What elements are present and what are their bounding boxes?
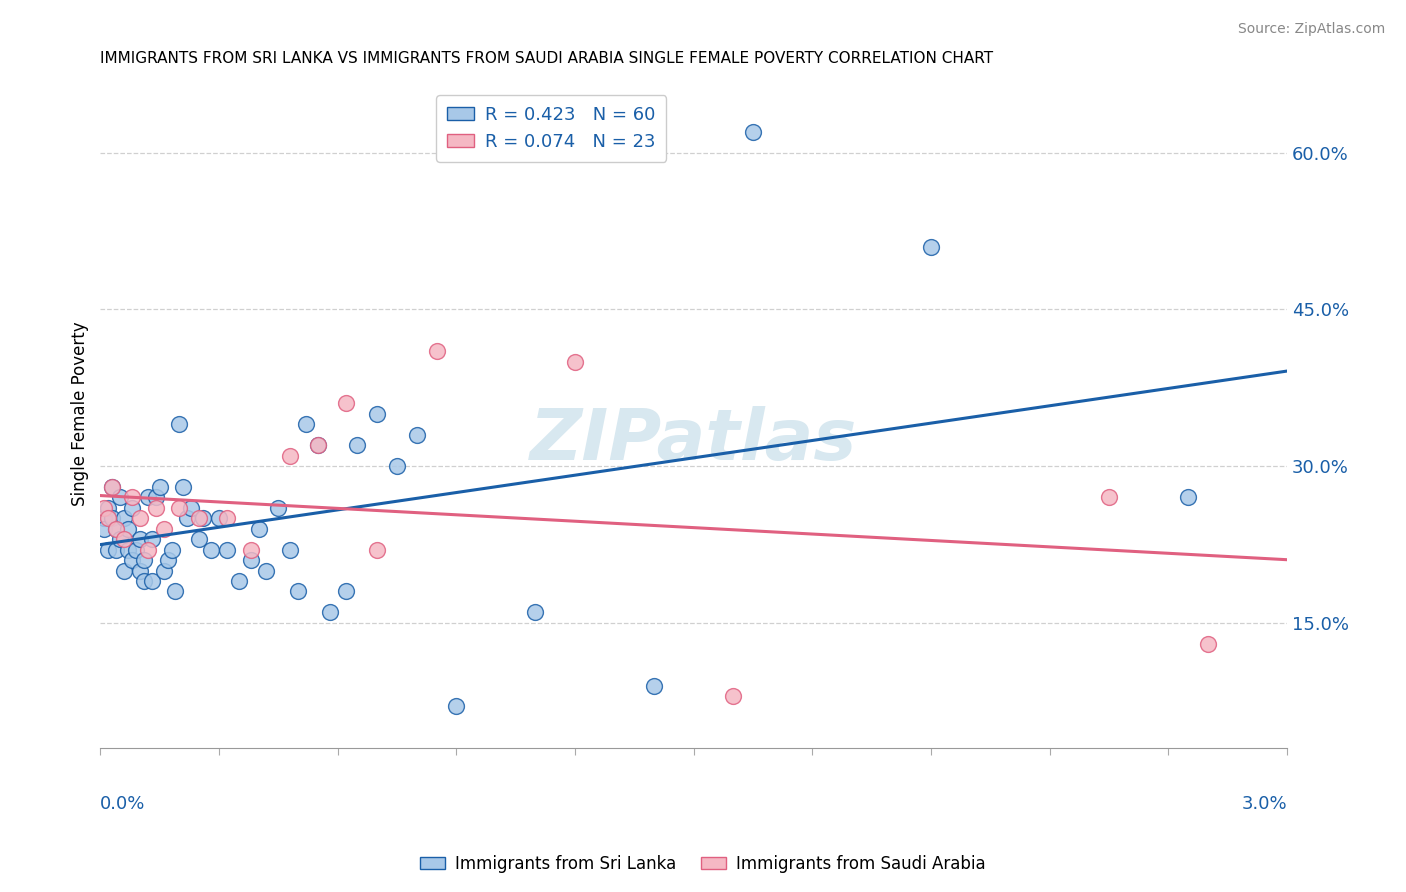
Point xyxy=(112,511,135,525)
Point xyxy=(193,511,215,525)
Text: IMMIGRANTS FROM SRI LANKA VS IMMIGRANTS FROM SAUDI ARABIA SINGLE FEMALE POVERTY : IMMIGRANTS FROM SRI LANKA VS IMMIGRANTS … xyxy=(100,51,994,66)
Point xyxy=(141,574,163,588)
Point xyxy=(129,511,152,525)
Point xyxy=(149,480,172,494)
Point xyxy=(188,511,211,525)
Point xyxy=(307,438,329,452)
Point xyxy=(188,533,211,547)
Point xyxy=(93,511,115,525)
Point xyxy=(1197,637,1219,651)
Point xyxy=(346,438,368,452)
Point xyxy=(366,542,388,557)
Point xyxy=(101,480,124,494)
Point xyxy=(319,606,342,620)
Text: Source: ZipAtlas.com: Source: ZipAtlas.com xyxy=(1237,22,1385,37)
Point xyxy=(200,542,222,557)
Point xyxy=(125,542,148,557)
Point xyxy=(145,491,167,505)
Point xyxy=(105,522,128,536)
Point xyxy=(446,699,468,714)
Point xyxy=(267,500,290,515)
Point xyxy=(208,511,231,525)
Point xyxy=(97,542,120,557)
Point xyxy=(93,522,115,536)
Point xyxy=(101,480,124,494)
Point xyxy=(278,449,301,463)
Point xyxy=(425,344,447,359)
Point xyxy=(108,533,131,547)
Point xyxy=(180,500,202,515)
Point xyxy=(1098,491,1121,505)
Point xyxy=(132,574,155,588)
Point xyxy=(141,533,163,547)
Point xyxy=(215,542,238,557)
Point xyxy=(136,542,159,557)
Point xyxy=(129,564,152,578)
Point xyxy=(742,125,765,139)
Point xyxy=(112,533,135,547)
Point xyxy=(121,491,143,505)
Point xyxy=(524,606,547,620)
Point xyxy=(117,522,139,536)
Point xyxy=(287,584,309,599)
Point xyxy=(121,553,143,567)
Point xyxy=(172,480,194,494)
Point xyxy=(129,533,152,547)
Point xyxy=(239,553,262,567)
Point xyxy=(385,458,408,473)
Point xyxy=(335,584,357,599)
Text: 0.0%: 0.0% xyxy=(100,796,146,814)
Point xyxy=(643,679,665,693)
Point xyxy=(335,396,357,410)
Point xyxy=(176,511,198,525)
Legend: Immigrants from Sri Lanka, Immigrants from Saudi Arabia: Immigrants from Sri Lanka, Immigrants fr… xyxy=(413,848,993,880)
Point xyxy=(101,511,124,525)
Point xyxy=(152,564,174,578)
Text: 3.0%: 3.0% xyxy=(1241,796,1286,814)
Point xyxy=(721,689,744,703)
Point xyxy=(278,542,301,557)
Point xyxy=(117,542,139,557)
Point xyxy=(239,542,262,557)
Point xyxy=(228,574,250,588)
Point xyxy=(366,407,388,421)
Legend: R = 0.423   N = 60, R = 0.074   N = 23: R = 0.423 N = 60, R = 0.074 N = 23 xyxy=(436,95,666,161)
Point xyxy=(169,417,191,432)
Point xyxy=(169,500,191,515)
Point xyxy=(564,354,586,368)
Point xyxy=(165,584,187,599)
Point xyxy=(132,553,155,567)
Point xyxy=(112,564,135,578)
Point xyxy=(152,522,174,536)
Y-axis label: Single Female Poverty: Single Female Poverty xyxy=(72,321,89,506)
Point xyxy=(145,500,167,515)
Point xyxy=(160,542,183,557)
Point xyxy=(256,564,278,578)
Point xyxy=(105,542,128,557)
Point xyxy=(215,511,238,525)
Point xyxy=(1177,491,1199,505)
Point xyxy=(307,438,329,452)
Text: ZIPatlas: ZIPatlas xyxy=(530,406,858,475)
Point xyxy=(920,239,942,253)
Point xyxy=(97,511,120,525)
Point xyxy=(156,553,179,567)
Point xyxy=(247,522,270,536)
Point xyxy=(121,500,143,515)
Point xyxy=(97,500,120,515)
Point xyxy=(93,500,115,515)
Point xyxy=(136,491,159,505)
Point xyxy=(108,491,131,505)
Point xyxy=(405,427,427,442)
Point xyxy=(295,417,318,432)
Point xyxy=(105,522,128,536)
